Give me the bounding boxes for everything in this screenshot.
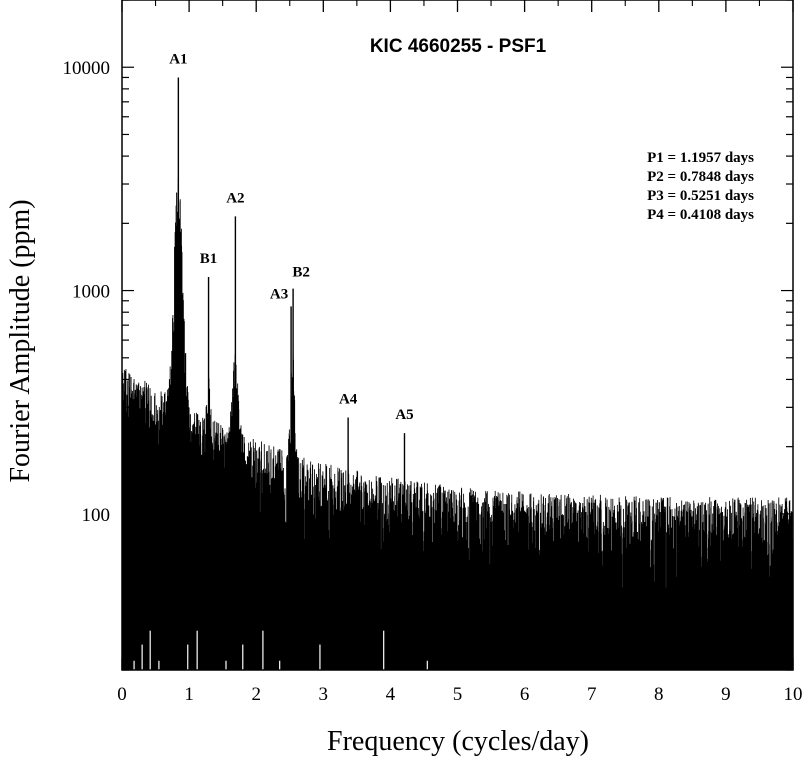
period-p2: P2 = 0.7848 days — [647, 169, 754, 185]
x-tick-label: 10 — [784, 684, 803, 705]
y-tick-label: 10000 — [63, 58, 111, 79]
x-tick-label: 0 — [117, 684, 127, 705]
peak-label-a5: A5 — [395, 407, 413, 423]
x-tick-label: 8 — [654, 684, 664, 705]
y-tick-label: 100 — [82, 505, 111, 526]
peak-label-a1: A1 — [169, 51, 187, 67]
axis-ticks: 0 1 2 3 4 5 6 7 8 9 10 100 1000 10000 — [63, 0, 803, 705]
y-tick-label: 1000 — [72, 282, 110, 303]
y-axis-label: Fourier Amplitude (ppm) — [5, 199, 36, 482]
peak-lines — [177, 77, 406, 670]
period-p1: P1 = 1.1957 days — [647, 150, 754, 166]
peak-label-a2: A2 — [226, 190, 244, 206]
chart-title: KIC 4660255 - PSF1 — [370, 36, 547, 57]
noise-spectrum — [121, 177, 794, 670]
x-axis-label: Frequency (cycles/day) — [327, 726, 589, 757]
x-tick-label: 7 — [587, 684, 597, 705]
peak-label-a4: A4 — [339, 392, 358, 408]
x-tick-label: 9 — [721, 684, 731, 705]
x-tick-label: 5 — [453, 684, 463, 705]
noise-bars — [121, 177, 794, 670]
peak-label-a3: A3 — [270, 286, 288, 302]
x-tick-label: 6 — [520, 684, 530, 705]
peak-label-b2: B2 — [292, 265, 310, 281]
peak-label-b1: B1 — [200, 251, 218, 267]
period-p4: P4 = 0.4108 days — [647, 207, 754, 223]
x-tick-label: 3 — [319, 684, 329, 705]
x-tick-label: 2 — [251, 684, 261, 705]
x-tick-label: 4 — [386, 684, 396, 705]
period-p3: P3 = 0.5251 days — [647, 188, 754, 204]
x-tick-label: 1 — [184, 684, 194, 705]
